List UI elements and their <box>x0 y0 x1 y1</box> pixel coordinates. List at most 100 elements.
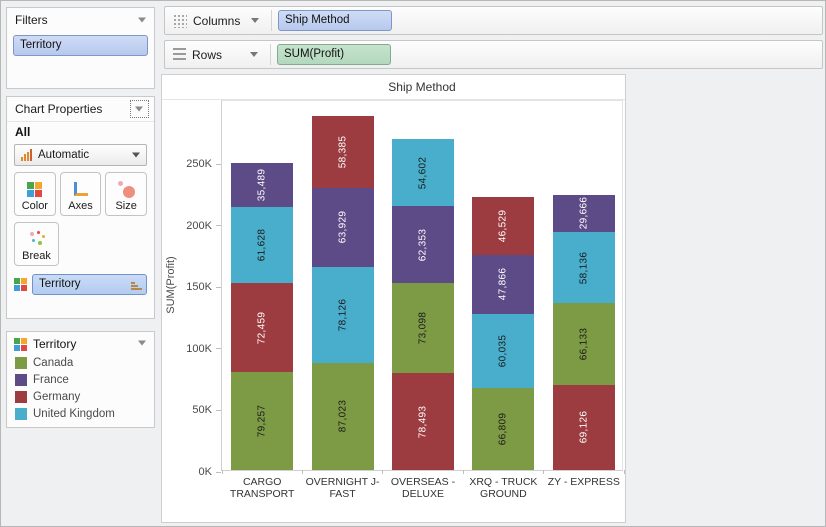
worksheet: Ship Method SUM(Profit) 0K 50K 100K 150K 200… <box>161 74 626 523</box>
segment-value-label: 46,529 <box>497 209 509 243</box>
bar-segment[interactable]: 60,035 <box>472 313 535 388</box>
bar-segment[interactable]: 46,529 <box>472 197 535 255</box>
chevron-down-icon[interactable] <box>251 18 259 23</box>
filters-panel: Filters Territory <box>6 7 155 89</box>
segment-value-label: 60,035 <box>497 334 509 367</box>
break-button[interactable]: Break <box>14 222 59 266</box>
category-label: OVERNIGHT J- FAST <box>305 476 380 500</box>
category-label: OVERSEAS - DELUXE <box>390 476 456 500</box>
bar-segment[interactable]: 69,126 <box>552 384 615 470</box>
size-button[interactable]: Size <box>105 172 148 216</box>
legend-title: Territory <box>33 337 77 351</box>
y-tick-mark <box>216 471 221 473</box>
rows-pill-sum-profit[interactable]: SUM(Profit) <box>277 44 391 65</box>
x-tick-mark <box>623 470 625 474</box>
y-tick-label: 0K <box>198 466 212 478</box>
bar-segment[interactable]: 29,666 <box>552 195 615 232</box>
x-tick-mark <box>221 470 223 474</box>
chevron-down-icon[interactable] <box>138 17 146 23</box>
legend-item-canada[interactable]: Canada <box>7 354 154 371</box>
bar-chart-icon <box>21 149 32 161</box>
x-tick-mark <box>543 470 545 474</box>
shelf-divider <box>270 44 271 65</box>
legend-item-united-kingdom[interactable]: United Kingdom <box>7 405 154 422</box>
segment-value-label: 69,126 <box>578 411 590 444</box>
segment-value-label: 73,098 <box>417 312 429 345</box>
segment-value-label: 78,126 <box>337 298 349 331</box>
bar-segment[interactable]: 66,133 <box>552 303 615 385</box>
bar-segment[interactable]: 62,353 <box>392 206 454 284</box>
bar-segment[interactable]: 78,126 <box>311 266 374 363</box>
bar-segment[interactable]: 78,493 <box>392 373 454 470</box>
rows-shelf: Rows SUM(Profit) <box>164 40 823 69</box>
category-label: ZY - EXPRESS <box>547 476 620 488</box>
title-separator <box>162 99 625 100</box>
dimension-grid-icon <box>14 278 27 291</box>
bar-segment[interactable]: 87,023 <box>311 362 374 470</box>
bar-segment[interactable]: 66,809 <box>472 387 535 470</box>
bar-segment[interactable]: 72,459 <box>231 283 294 373</box>
y-tick-mark <box>216 225 221 227</box>
bar-segment[interactable]: 61,628 <box>231 207 294 284</box>
filter-pill-territory[interactable]: Territory <box>13 35 148 56</box>
panel-menu-button[interactable] <box>130 100 149 118</box>
bar-segment[interactable]: 58,385 <box>311 115 374 188</box>
columns-pill-ship-method[interactable]: Ship Method <box>278 10 392 31</box>
bar-segment[interactable]: 73,098 <box>392 283 454 374</box>
stacked-bar: 78,493 73,098 62,353 54,602 <box>392 139 454 470</box>
legend-item-france[interactable]: France <box>7 371 154 388</box>
bar-segment[interactable]: 47,866 <box>472 254 535 314</box>
size-icon <box>117 180 136 198</box>
x-tick-mark <box>462 470 464 474</box>
color-swatch <box>15 373 27 386</box>
y-tick-mark <box>216 348 221 350</box>
category-label: CARGO TRANSPORT <box>229 476 295 500</box>
color-swatch <box>15 390 27 403</box>
segment-value-label: 79,257 <box>256 404 268 438</box>
break-icon <box>28 231 46 247</box>
segment-value-label: 58,385 <box>337 135 349 169</box>
stacked-bar: 69,126 66,133 58,136 29,666 <box>552 195 615 470</box>
columns-grip-icon <box>173 13 187 28</box>
bar-segment[interactable]: 79,257 <box>231 372 294 470</box>
rows-label: Rows <box>192 47 223 62</box>
segment-value-label: 35,489 <box>256 169 268 202</box>
territory-legend-panel: Territory Canada France Germany United K… <box>6 331 155 428</box>
chevron-down-icon[interactable] <box>250 52 258 57</box>
segment-value-label: 47,866 <box>497 268 509 301</box>
chart-properties-panel: Chart Properties All Automatic Color Axe… <box>6 96 155 319</box>
stacked-bar: 66,809 60,035 47,866 46,529 <box>472 197 535 470</box>
shelf-divider <box>271 10 272 31</box>
chevron-down-icon <box>132 152 140 158</box>
filters-title: Filters <box>15 13 48 27</box>
color-swatch <box>15 407 27 420</box>
color-button[interactable]: Color <box>14 172 56 216</box>
bar-segment[interactable]: 58,136 <box>552 231 615 304</box>
axes-icon <box>73 182 88 196</box>
x-tick-mark <box>382 470 384 474</box>
mark-type-dropdown[interactable]: Automatic <box>14 144 147 166</box>
bar-segment[interactable]: 63,929 <box>311 187 374 267</box>
bar-segment[interactable]: 54,602 <box>392 139 454 207</box>
segment-value-label: 66,133 <box>578 327 590 361</box>
segment-value-label: 78,493 <box>417 405 429 438</box>
chart-title: Ship Method <box>388 80 456 94</box>
segment-value-label: 61,628 <box>256 228 268 262</box>
encoding-pill-territory[interactable]: Territory <box>32 274 147 295</box>
y-tick-mark <box>216 286 221 288</box>
columns-shelf: Columns Ship Method <box>164 6 823 35</box>
chevron-down-icon <box>135 106 143 112</box>
legend-item-germany[interactable]: Germany <box>7 388 154 405</box>
color-grid-icon <box>27 181 43 197</box>
axes-button[interactable]: Axes <box>59 172 102 216</box>
x-tick-mark <box>301 470 303 474</box>
mark-type-value: Automatic <box>38 149 90 161</box>
y-tick-label: 250K <box>186 158 212 170</box>
chart-properties-title: Chart Properties <box>15 102 103 116</box>
color-swatch <box>15 356 27 369</box>
legend-grid-icon <box>14 337 27 351</box>
chevron-down-icon[interactable] <box>138 340 146 346</box>
y-tick-label: 200K <box>186 219 212 232</box>
bar-segment[interactable]: 35,489 <box>231 163 294 208</box>
